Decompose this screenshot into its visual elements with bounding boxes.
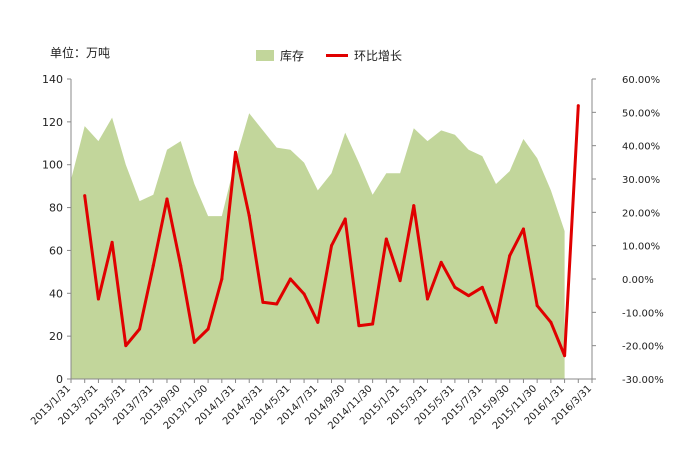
y-right-tick-label: 40.00% — [622, 142, 660, 153]
growth-point — [412, 204, 416, 208]
y-right-tick-label: -20.00% — [622, 342, 664, 353]
y-left-tick-label: 140 — [42, 73, 63, 86]
legend-swatch-inventory — [256, 50, 274, 61]
growth-point — [192, 340, 196, 344]
growth-point — [508, 254, 512, 258]
growth-point — [151, 264, 155, 268]
growth-point — [234, 150, 238, 154]
y-left-tick-label: 80 — [49, 202, 63, 215]
y-left-tick-label: 120 — [42, 116, 63, 129]
growth-point — [535, 304, 539, 308]
growth-point — [96, 297, 100, 301]
growth-point — [302, 292, 306, 296]
y-right-tick-label: 30.00% — [622, 175, 660, 186]
y-left-tick-label: 20 — [49, 330, 63, 343]
y-left-tick-label: 60 — [49, 244, 63, 257]
legend-swatch-growth — [326, 54, 349, 57]
growth-point — [124, 344, 128, 348]
growth-point — [343, 217, 347, 221]
growth-point — [165, 197, 169, 201]
growth-point — [453, 285, 457, 289]
y-left-tick-label: 40 — [49, 287, 63, 300]
y-right-tick-label: -30.00% — [622, 375, 664, 386]
legend-item-inventory: 库存 — [256, 47, 304, 64]
unit-label: 单位：万吨 — [50, 46, 111, 60]
inventory-area — [71, 113, 565, 380]
growth-point — [138, 327, 142, 331]
growth-point — [398, 279, 402, 283]
y-right-tick-label: 60.00% — [622, 75, 660, 86]
growth-point — [316, 320, 320, 324]
legend-label-growth: 环比增长 — [354, 49, 403, 63]
growth-point — [439, 260, 443, 264]
y-left-tick-label: 100 — [42, 159, 63, 172]
growth-point — [261, 300, 265, 304]
growth-point — [206, 327, 210, 331]
growth-point — [371, 322, 375, 326]
growth-point — [288, 277, 292, 281]
legend: 库存 环比增长 — [256, 47, 424, 64]
growth-point — [480, 285, 484, 289]
growth-point — [179, 264, 183, 268]
growth-point — [384, 237, 388, 241]
growth-point — [549, 320, 553, 324]
growth-point — [494, 320, 498, 324]
growth-point — [220, 277, 224, 281]
y-right-tick-label: 0.00% — [622, 275, 654, 286]
growth-point — [425, 297, 429, 301]
growth-point — [521, 227, 525, 231]
legend-item-growth: 环比增长 — [326, 47, 402, 64]
growth-point — [275, 302, 279, 306]
y-right-tick-label: -10.00% — [622, 308, 664, 319]
y-right-tick-label: 10.00% — [622, 242, 660, 253]
growth-point — [563, 354, 567, 358]
growth-point — [330, 244, 333, 248]
growth-point — [247, 214, 251, 218]
y-right-tick-label: 50.00% — [622, 108, 660, 119]
y-left-tick-label: 0 — [56, 373, 63, 386]
growth-point — [467, 294, 471, 298]
growth-point — [83, 194, 87, 198]
growth-point — [576, 104, 580, 108]
growth-point — [110, 240, 114, 244]
legend-label-inventory: 库存 — [280, 49, 305, 63]
growth-point — [357, 324, 361, 328]
y-right-tick-label: 20.00% — [622, 208, 660, 219]
